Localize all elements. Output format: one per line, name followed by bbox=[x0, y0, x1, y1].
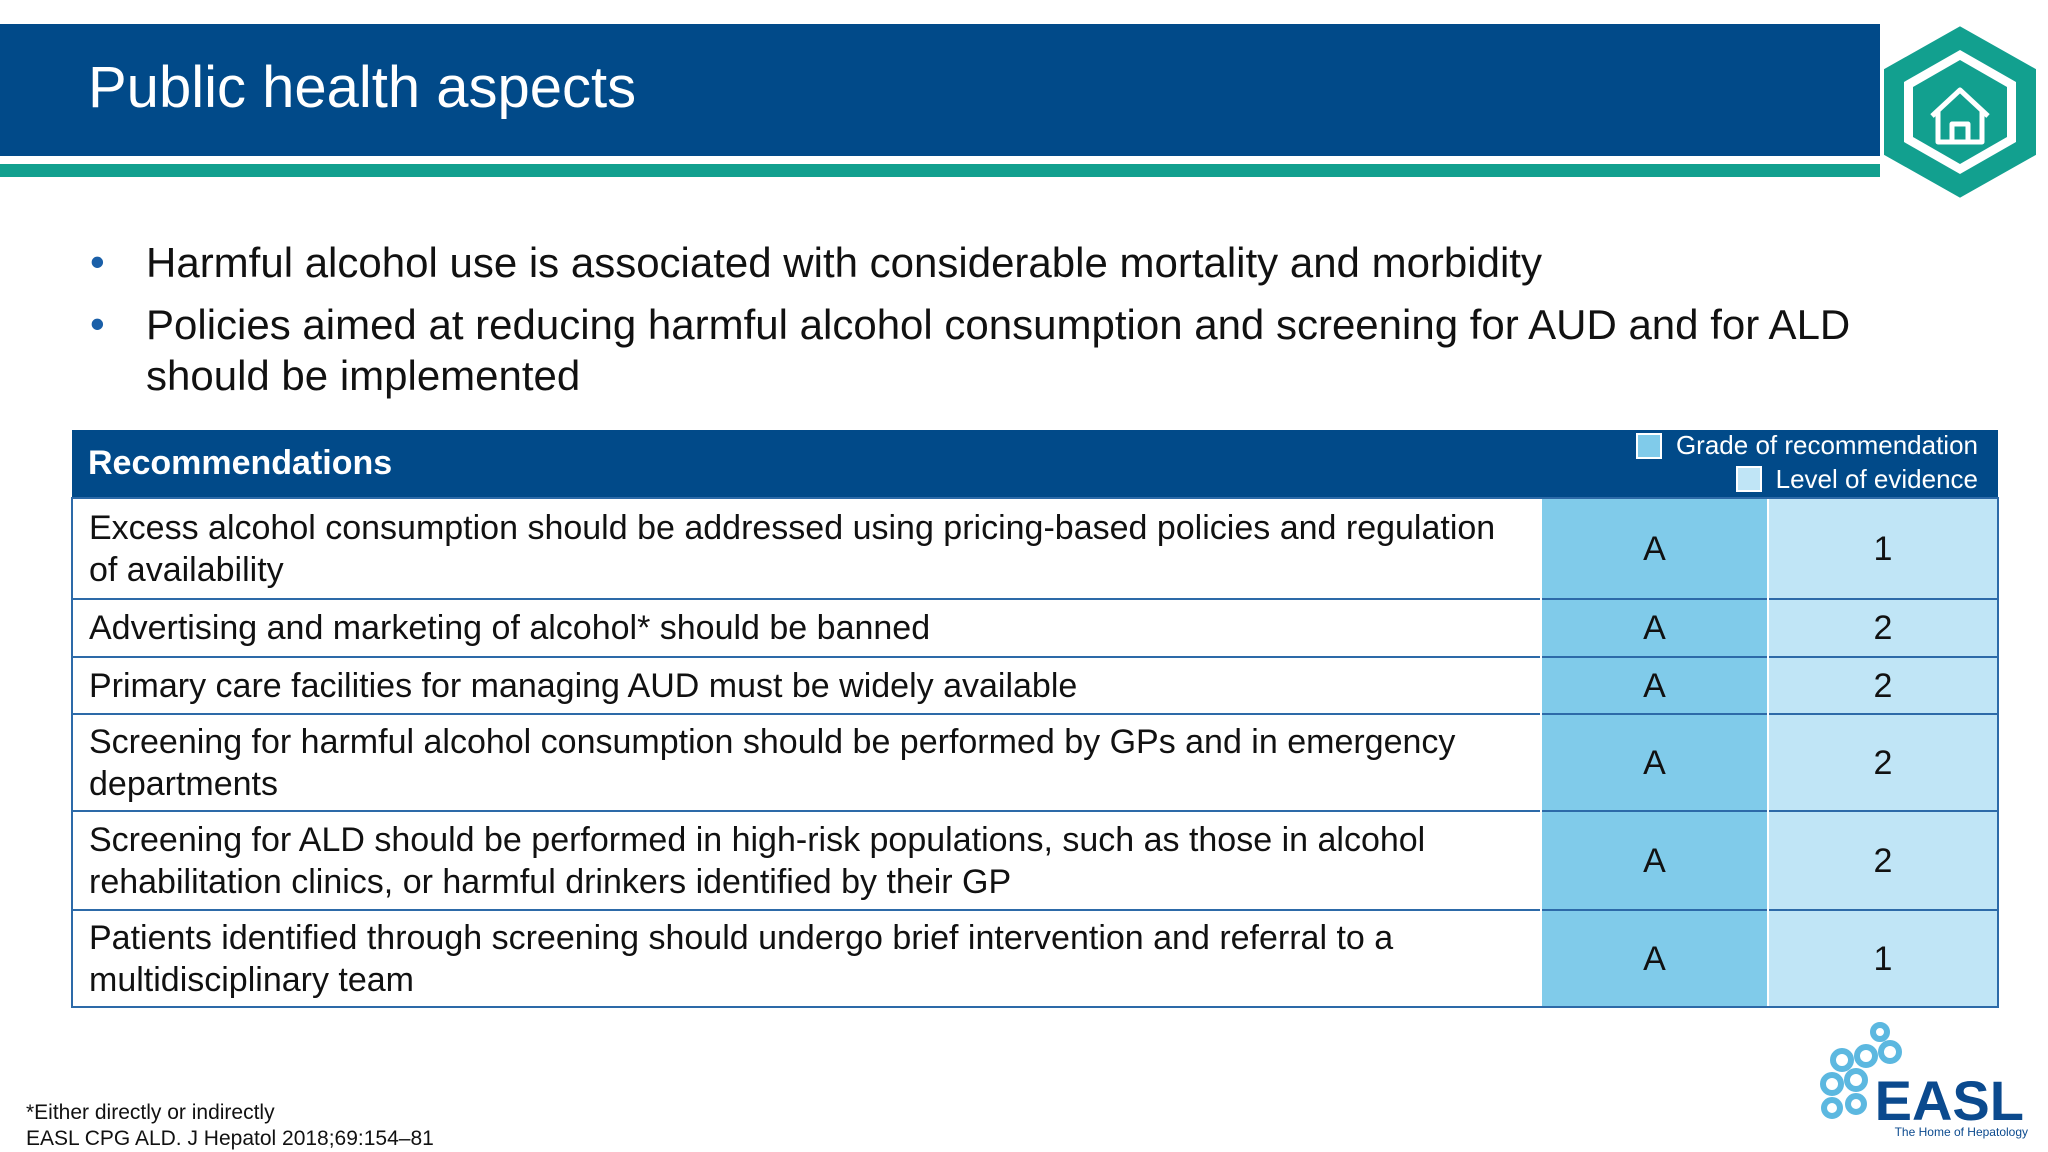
header-cell: Recommendations bbox=[72, 430, 1541, 498]
table-row: Excess alcohol consumption should be add… bbox=[71, 497, 1999, 599]
evidence-level: 2 bbox=[1767, 656, 1999, 714]
recommendations-table: Recommendations Grade of recommendation … bbox=[71, 430, 1999, 1008]
evidence-level: 2 bbox=[1767, 598, 1999, 657]
footnote: *Either directly or indirectly bbox=[26, 1101, 275, 1124]
easl-logo: EASL The Home of Hepatology bbox=[1820, 1022, 2028, 1139]
legend: Grade of recommendation Level of evidenc… bbox=[1541, 430, 1998, 498]
evidence-level: 2 bbox=[1767, 713, 1999, 811]
home-icon[interactable] bbox=[1876, 20, 2044, 204]
footnote: EASL CPG ALD. J Hepatol 2018;69:154–81 bbox=[26, 1127, 434, 1150]
recommendation: Screening for ALD should be performed in… bbox=[71, 810, 1541, 910]
grade: A bbox=[1540, 656, 1768, 714]
logo-name: EASL bbox=[1875, 1069, 2024, 1132]
table-row: Advertising and marketing of alcohol* sh… bbox=[71, 598, 1999, 657]
logo-tagline: The Home of Hepatology bbox=[1895, 1125, 2028, 1139]
evidence-level: 1 bbox=[1767, 497, 1999, 599]
legend-text: Grade of recommendation bbox=[1675, 430, 1978, 460]
bullet: • bbox=[90, 300, 105, 347]
header-text: Recommendations bbox=[88, 444, 393, 482]
header-band bbox=[0, 24, 1880, 156]
table-row: Primary care facilities for managing AUD… bbox=[71, 656, 1999, 714]
grade: A bbox=[1540, 598, 1768, 657]
table-row: Screening for ALD should be performed in… bbox=[71, 810, 1999, 910]
evidence-level: 1 bbox=[1767, 909, 1999, 1008]
legend-item: Grade of recommendation bbox=[1635, 430, 1978, 461]
bullet: • bbox=[90, 238, 105, 285]
recommendation: Excess alcohol consumption should be add… bbox=[71, 497, 1541, 599]
evidence-level: 2 bbox=[1767, 810, 1999, 910]
grade: A bbox=[1540, 497, 1768, 599]
table-header: Recommendations Grade of recommendation … bbox=[72, 430, 1998, 498]
grade: A bbox=[1540, 909, 1768, 1008]
slide-title: Public health aspects bbox=[88, 55, 637, 120]
table-row: Screening for harmful alcohol consumptio… bbox=[71, 713, 1999, 811]
table-body: Excess alcohol consumption should be add… bbox=[71, 497, 1999, 1008]
grade: A bbox=[1540, 810, 1768, 910]
recommendation: Screening for harmful alcohol consumptio… bbox=[71, 713, 1541, 811]
grade: A bbox=[1540, 713, 1768, 811]
bullet-text: Harmful alcohol use is associated with c… bbox=[146, 239, 1542, 286]
accent-line bbox=[0, 164, 1880, 177]
recommendation: Patients identified through screening sh… bbox=[71, 909, 1541, 1008]
legend-swatch bbox=[1735, 466, 1762, 492]
table-row: Patients identified through screening sh… bbox=[71, 909, 1999, 1008]
recommendation: Primary care facilities for managing AUD… bbox=[71, 656, 1541, 714]
legend-text: Level of evidence bbox=[1775, 463, 1978, 494]
legend-item: Level of evidence bbox=[1735, 463, 1978, 495]
legend-swatch bbox=[1635, 432, 1662, 459]
recommendation: Advertising and marketing of alcohol* sh… bbox=[71, 598, 1541, 657]
bullet-text: Policies aimed at reducing harmful alcoh… bbox=[146, 301, 1851, 399]
